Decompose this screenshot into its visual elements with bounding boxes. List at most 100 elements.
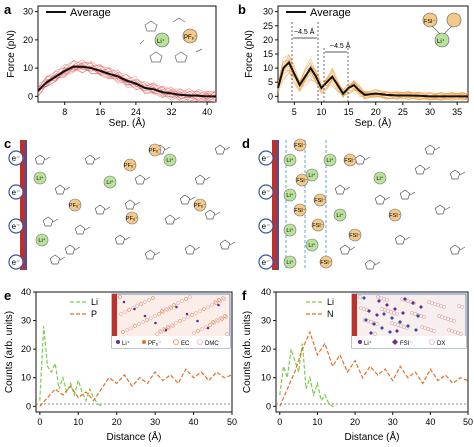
li-ion-label: Li⁺ bbox=[36, 175, 43, 182]
pf6-ion-label: PF₆⁻ bbox=[126, 216, 138, 222]
inset-label-ec-e: EC bbox=[181, 341, 190, 347]
li-ion-label: Li⁺ bbox=[286, 259, 293, 266]
solvent-bond bbox=[344, 186, 351, 191]
solvent-molecule bbox=[84, 154, 96, 165]
pf6-ion bbox=[123, 158, 137, 172]
solvent-bond bbox=[134, 201, 141, 206]
inset-molecule bbox=[218, 299, 222, 303]
solvent-bond bbox=[364, 156, 371, 161]
coordination-bonds-b bbox=[431, 25, 453, 35]
panel-c: c e⁻ e⁻ e⁻ e⁻ Li⁺ Li⁺ Li⁺ Li⁺ PF₆⁻ PF₆⁻ PF₆⁻ PF₆⁻ P… bbox=[4, 136, 236, 270]
solvent-bond bbox=[444, 206, 451, 211]
li-ion bbox=[283, 188, 297, 202]
solvent-bond bbox=[94, 156, 101, 161]
inset-fsi-atom bbox=[406, 324, 410, 328]
solvent-molecule bbox=[74, 224, 86, 235]
inset-molecule bbox=[216, 319, 220, 323]
pf6-ion-label: PF₆⁻ bbox=[194, 203, 206, 209]
fsi-ion-label: FSI⁻ bbox=[320, 260, 332, 266]
electron-marker bbox=[8, 254, 24, 270]
panel-label-b: b bbox=[238, 2, 246, 17]
li-ion bbox=[163, 153, 177, 167]
solvent-bond bbox=[154, 251, 161, 256]
axis-b-ytick-label: 10 bbox=[263, 63, 273, 73]
trace-b bbox=[277, 65, 469, 101]
inset-molecule bbox=[358, 295, 362, 299]
inset-label-pf-e: PF₆⁻ bbox=[148, 341, 161, 347]
li-ion bbox=[333, 208, 347, 222]
molecule-sketch-a: Li⁺ PF₆⁻ bbox=[139, 17, 203, 63]
pf6-ion-label: PF₆⁻ bbox=[69, 203, 81, 209]
inset-fsi-atom bbox=[403, 297, 407, 301]
axis-a-ytick-label: 20 bbox=[23, 35, 33, 45]
inset-molecule bbox=[180, 299, 184, 303]
inset-electrode-f bbox=[352, 294, 357, 336]
solvent-molecule bbox=[144, 249, 156, 260]
pf6-ion bbox=[68, 198, 82, 212]
inset-li-dot-f bbox=[358, 340, 362, 344]
axis-b-xtick-label: 5 bbox=[292, 107, 297, 117]
inset-e: Li⁺ PF₆⁻ EC DMC bbox=[111, 293, 231, 349]
panel-d: d e⁻e⁻e⁻e⁻ Li⁺Li⁺Li⁺Li⁺Li⁺Li⁺Li⁺Li⁺Li⁺FS… bbox=[242, 136, 466, 270]
solvent-molecule bbox=[434, 204, 446, 215]
inset-molecule bbox=[123, 310, 127, 314]
inset-molecule bbox=[157, 312, 161, 316]
fsi-ion-label: FSI⁻ bbox=[349, 233, 361, 239]
inset-molecule bbox=[390, 321, 394, 325]
axis-b-ytick-label: 25 bbox=[263, 21, 273, 31]
inset-molecule bbox=[164, 307, 168, 311]
solvent-molecule bbox=[334, 184, 346, 195]
li-ion bbox=[283, 255, 297, 269]
inset-fsi-atom bbox=[367, 309, 371, 313]
electrode-d bbox=[272, 140, 277, 270]
solvent-molecule bbox=[399, 189, 411, 200]
axis-e-ytick-label: 40 bbox=[21, 287, 31, 297]
inset-molecule bbox=[217, 298, 221, 302]
axis-f-ytick-label: 10 bbox=[261, 373, 271, 383]
fsi-ion bbox=[293, 138, 307, 152]
fsi-ion-marker-b2 bbox=[446, 12, 462, 28]
inset-molecule bbox=[457, 304, 461, 308]
electron-marker bbox=[258, 254, 274, 270]
axis-a-xtick-label: 40 bbox=[202, 107, 212, 117]
solvent-bond bbox=[424, 166, 431, 171]
inset-li-atom bbox=[206, 326, 210, 330]
inset-molecule bbox=[427, 300, 431, 304]
inset-molecule bbox=[196, 329, 200, 333]
plot-frame-b bbox=[277, 5, 469, 103]
solvent-molecule bbox=[449, 169, 461, 180]
solvent-molecule bbox=[364, 259, 376, 270]
inset-li-atom bbox=[175, 305, 178, 309]
pf6-ion-marker-a bbox=[182, 28, 198, 44]
inset-legend-bg-e bbox=[112, 336, 230, 348]
inset-molecule bbox=[125, 328, 129, 332]
axis-b-xtick-label: 30 bbox=[425, 107, 435, 117]
inset-molecule bbox=[200, 327, 204, 331]
panel-label-e: e bbox=[4, 288, 11, 303]
inset-molecule bbox=[129, 326, 133, 330]
axis-e-xtick-label: 50 bbox=[227, 417, 237, 427]
legend-text-b: Average bbox=[310, 7, 351, 19]
inset-molecule bbox=[174, 321, 178, 325]
inset-li-atom bbox=[143, 314, 147, 318]
trace-a bbox=[37, 60, 217, 102]
solvent-bond bbox=[144, 176, 151, 181]
axis-f-ytick-label: 30 bbox=[261, 316, 271, 326]
pf6-ion-label: PF₆⁻ bbox=[149, 148, 161, 154]
axis-a-xtick-label: 8 bbox=[62, 107, 67, 117]
inset-li-atom bbox=[217, 303, 220, 307]
inset-fsi-atom bbox=[398, 320, 402, 324]
electrode-edge-c bbox=[25, 140, 27, 270]
inset-fsi-atom bbox=[411, 301, 415, 305]
axis-b-ytick-label: 0 bbox=[268, 91, 273, 101]
inset-molecule bbox=[210, 303, 214, 307]
inset-fsi-atom bbox=[369, 331, 373, 335]
inset-label-dx-f: DX bbox=[437, 341, 445, 347]
plot-frame-a bbox=[37, 5, 217, 103]
electron-label: e⁻ bbox=[262, 258, 271, 267]
solvent-bond bbox=[84, 226, 91, 231]
inset-molecule bbox=[145, 318, 149, 322]
inset-molecule bbox=[359, 306, 363, 310]
y-axis-label-f: Counts (arb. units) bbox=[242, 311, 253, 393]
inset-molecule bbox=[212, 321, 216, 325]
